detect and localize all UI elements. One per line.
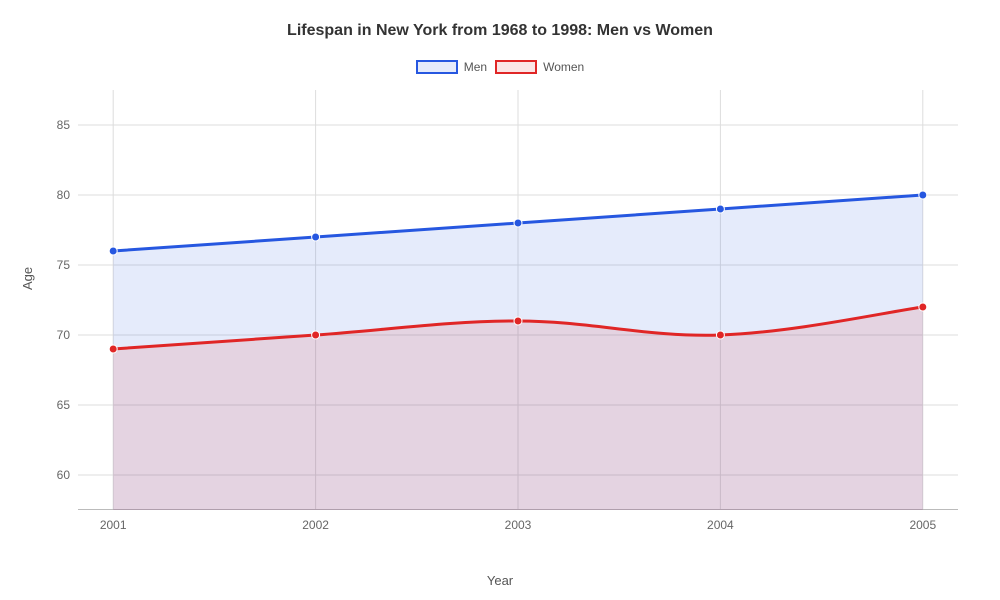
legend-label: Women [543, 60, 584, 74]
legend-item-women[interactable]: Women [495, 60, 584, 74]
data-point-men[interactable] [716, 205, 724, 213]
x-tick-label: 2003 [505, 510, 532, 532]
chart-container: Lifespan in New York from 1968 to 1998: … [0, 0, 1000, 600]
data-point-women[interactable] [312, 331, 320, 339]
y-tick-label: 75 [57, 258, 78, 272]
x-tick-label: 2002 [302, 510, 329, 532]
legend-label: Men [464, 60, 487, 74]
legend-swatch-women [495, 60, 537, 74]
data-point-women[interactable] [919, 303, 927, 311]
data-point-women[interactable] [716, 331, 724, 339]
y-axis-label: Age [20, 267, 35, 290]
legend: Men Women [0, 60, 1000, 74]
legend-swatch-men [416, 60, 458, 74]
y-tick-label: 70 [57, 328, 78, 342]
y-tick-label: 60 [57, 468, 78, 482]
plot-area: 60657075808520012002200320042005 [78, 90, 958, 510]
data-point-men[interactable] [919, 191, 927, 199]
legend-item-men[interactable]: Men [416, 60, 487, 74]
data-point-men[interactable] [514, 219, 522, 227]
y-tick-label: 85 [57, 118, 78, 132]
x-tick-label: 2001 [100, 510, 127, 532]
data-point-women[interactable] [109, 345, 117, 353]
chart-title: Lifespan in New York from 1968 to 1998: … [0, 22, 1000, 40]
y-tick-label: 80 [57, 188, 78, 202]
chart-svg [78, 90, 958, 510]
data-point-women[interactable] [514, 317, 522, 325]
data-point-men[interactable] [109, 247, 117, 255]
data-point-men[interactable] [312, 233, 320, 241]
x-tick-label: 2004 [707, 510, 734, 532]
x-tick-label: 2005 [909, 510, 936, 532]
y-tick-label: 65 [57, 398, 78, 412]
x-axis-label: Year [0, 573, 1000, 588]
